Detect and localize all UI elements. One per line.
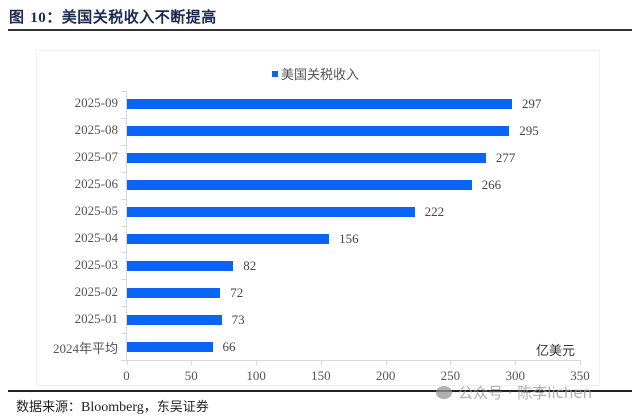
bar (127, 180, 472, 191)
title-rule (8, 29, 632, 31)
legend-swatch-icon (272, 70, 278, 77)
title-text: ：美国关税收入不断提高 (46, 8, 217, 26)
y-category-label: 2025-08 (74, 122, 118, 138)
y-category-label: 2025-03 (74, 256, 118, 272)
legend-label: 美国关税收入 (281, 68, 360, 83)
unit-label: 亿美元 (536, 344, 576, 359)
x-tick-label: 100 (246, 368, 266, 383)
bar-value-label: 73 (231, 311, 245, 327)
y-tick (121, 306, 126, 307)
x-tick (256, 360, 257, 365)
x-tick (515, 360, 516, 365)
legend: 美国关税收入 (272, 64, 359, 83)
bar-value-label: 66 (222, 338, 236, 354)
y-tick (121, 91, 126, 92)
bar (127, 341, 213, 352)
y-tick (121, 333, 126, 334)
y-category-label: 2025-02 (74, 283, 118, 299)
x-tick (580, 360, 581, 365)
bar (127, 287, 221, 298)
y-category-label: 2024年平均 (52, 340, 118, 356)
bar-value-label: 277 (495, 150, 516, 166)
bar (127, 314, 222, 325)
bar-value-label: 82 (243, 257, 257, 273)
x-tick-label: 300 (505, 368, 525, 383)
bar-value-label: 295 (519, 123, 539, 139)
wechat-icon (436, 386, 452, 399)
y-tick (121, 226, 126, 227)
watermark: 公众号 · 陈李lichen (436, 382, 592, 403)
x-tick-label: 0 (123, 368, 130, 383)
bar-value-label: 266 (481, 177, 502, 193)
y-tick (121, 118, 126, 119)
x-tick (191, 360, 192, 365)
y-category-label: 2025-04 (74, 229, 118, 245)
figure-title: 图 10：美国关税收入不断提高 (9, 6, 217, 27)
title-number: 10 (30, 10, 47, 26)
bar-value-label: 156 (339, 230, 359, 246)
y-category-label: 2025-09 (74, 95, 118, 111)
y-category-label: 2025-01 (74, 310, 118, 326)
y-tick (121, 172, 126, 173)
y-tick (121, 360, 126, 361)
x-tick-label: 50 (184, 368, 198, 383)
source-text: Bloomberg (81, 400, 144, 415)
source-prefix: 数据来源： (16, 400, 82, 415)
watermark-text: 公众号 · 陈李lichen (458, 384, 593, 402)
y-category-label: 2025-05 (74, 203, 118, 219)
x-tick (127, 360, 128, 365)
x-tick-label: 200 (375, 368, 396, 383)
bar-value-label: 297 (521, 96, 542, 112)
x-tick (386, 360, 387, 365)
bar (127, 260, 234, 271)
y-tick (121, 199, 126, 200)
y-tick (121, 279, 126, 280)
y-axis (126, 91, 127, 360)
y-tick (121, 145, 126, 146)
bar-value-label: 222 (424, 204, 445, 220)
bar (127, 153, 486, 164)
x-tick (450, 360, 451, 365)
y-category-label: 2025-06 (74, 176, 118, 192)
source-note: 数据来源：Bloomberg，东吴证券 (16, 396, 209, 416)
x-tick-label: 350 (570, 368, 590, 383)
x-tick (321, 360, 322, 365)
bar (127, 207, 415, 218)
bar (127, 233, 330, 244)
y-category-label: 2025-07 (74, 149, 118, 165)
x-tick-label: 250 (440, 368, 461, 383)
source-suffix: ，东吴证券 (143, 400, 209, 415)
x-axis (126, 360, 581, 361)
source-rule (8, 390, 632, 392)
x-tick-label: 150 (311, 368, 331, 383)
bar (127, 99, 512, 110)
y-tick (121, 252, 126, 253)
chart-panel (36, 50, 600, 386)
bar-value-label: 72 (230, 284, 244, 300)
bar (127, 126, 510, 137)
title-prefix: 图 (9, 8, 31, 26)
